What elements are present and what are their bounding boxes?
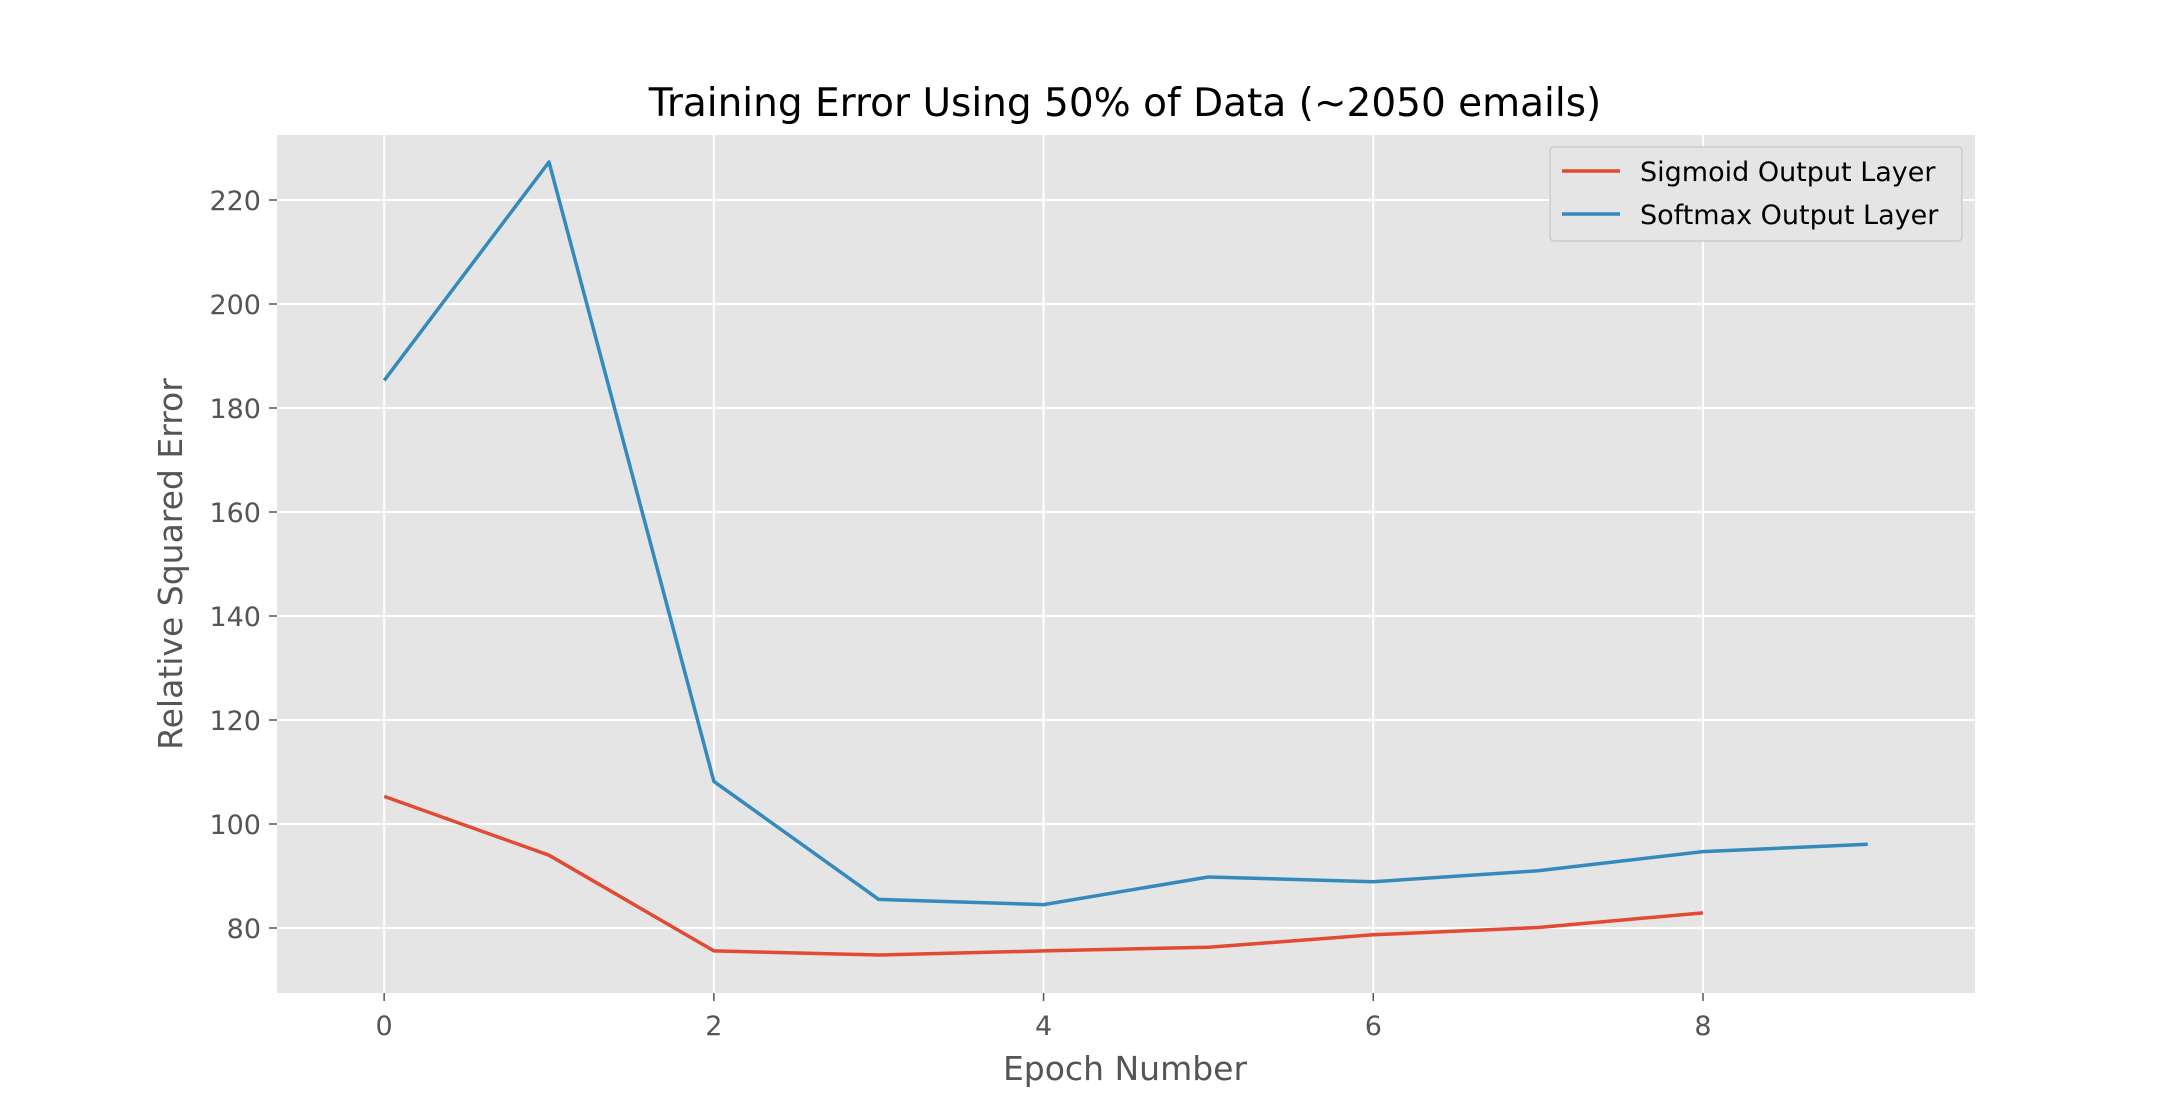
x-tick-label: 8 (1694, 1011, 1711, 1042)
legend-box (1549, 146, 1963, 242)
y-tick-label: 120 (209, 706, 261, 737)
plot-background (277, 135, 1975, 993)
legend-label-sigmoid: Sigmoid Output Layer (1640, 157, 1936, 188)
chart-title: Training Error Using 50% of Data (~2050 … (648, 81, 1602, 126)
x-tick-label: 2 (705, 1011, 722, 1042)
y-tick-label: 80 (227, 914, 261, 945)
y-tick-labels: 80 100 120 140 160 180 200 220 (209, 186, 261, 945)
series-lines (382, 160, 1868, 957)
x-tick-label: 4 (1035, 1011, 1052, 1042)
x-tick-label: 0 (376, 1011, 393, 1042)
y-tick-label: 200 (209, 290, 261, 321)
x-tick-label: 6 (1365, 1011, 1382, 1042)
tick-marks (269, 199, 1704, 1001)
y-axis-label: Relative Squared Error (151, 378, 190, 750)
legend-label-softmax: Softmax Output Layer (1640, 200, 1939, 231)
y-tick-label: 180 (209, 394, 261, 425)
x-tick-labels: 0 2 4 6 8 (376, 1011, 1712, 1042)
y-tick-label: 140 (209, 602, 261, 633)
y-tick-label: 220 (209, 186, 261, 217)
y-tick-label: 100 (209, 810, 261, 841)
x-axis-label: Epoch Number (1003, 1049, 1248, 1088)
legend: Sigmoid Output Layer Softmax Output Laye… (1549, 146, 1963, 242)
series-line-sigmoid (383, 794, 1704, 957)
series-line-softmax (382, 160, 1868, 907)
y-tick-label: 160 (209, 498, 261, 529)
